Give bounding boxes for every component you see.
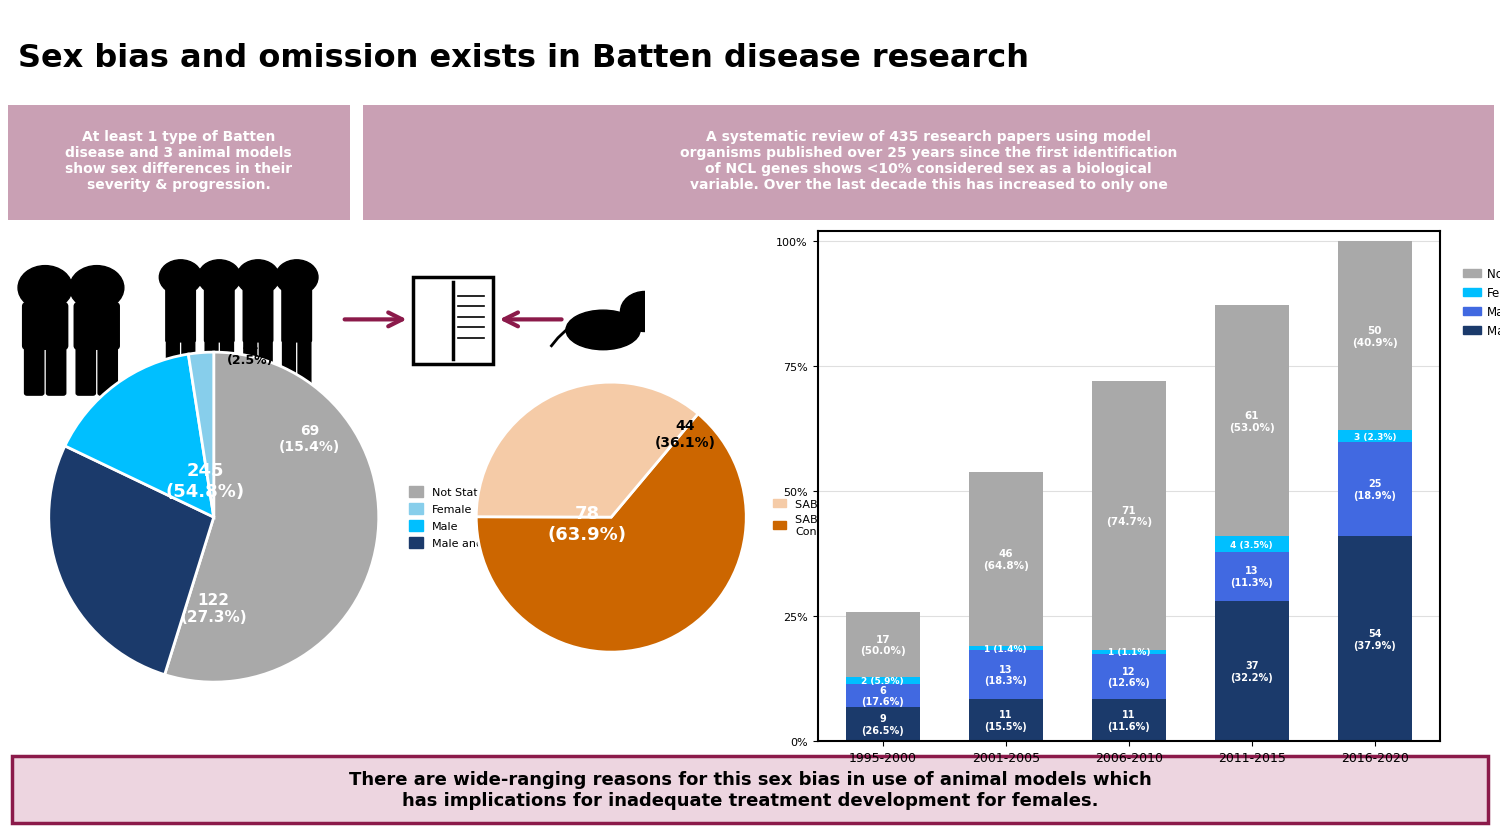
Circle shape: [198, 261, 240, 296]
Legend: SABV Considered, SABV not
Considered: SABV Considered, SABV not Considered: [768, 494, 896, 541]
Text: 6
(17.6%): 6 (17.6%): [861, 685, 904, 706]
Text: 71
(74.7%): 71 (74.7%): [1106, 505, 1152, 527]
Text: ▲UCL: ▲UCL: [1376, 36, 1466, 65]
FancyBboxPatch shape: [12, 757, 1488, 823]
Text: 4 (3.5%): 4 (3.5%): [1230, 540, 1274, 549]
Legend: Not Stated, Female, Male, Male and Female: Not Stated, Female, Male, Male and Femal…: [1458, 263, 1500, 342]
Bar: [1215, 552, 1288, 601]
Text: 61
(53.0%): 61 (53.0%): [1228, 411, 1275, 432]
FancyBboxPatch shape: [363, 106, 1494, 220]
Ellipse shape: [566, 310, 640, 350]
Text: (2.5%): (2.5%): [216, 442, 261, 456]
Bar: [846, 684, 920, 707]
FancyBboxPatch shape: [297, 339, 312, 395]
Text: 245
(54.8%): 245 (54.8%): [166, 462, 244, 501]
Bar: [1338, 537, 1412, 741]
Circle shape: [276, 261, 318, 296]
Bar: [1092, 650, 1166, 654]
FancyBboxPatch shape: [280, 289, 312, 343]
FancyBboxPatch shape: [166, 339, 180, 395]
FancyBboxPatch shape: [46, 344, 66, 397]
FancyBboxPatch shape: [24, 344, 45, 397]
Text: 25
(18.9%): 25 (18.9%): [1353, 479, 1396, 500]
FancyArrowPatch shape: [504, 313, 561, 327]
FancyBboxPatch shape: [220, 339, 234, 395]
Bar: [846, 676, 920, 684]
Bar: [1215, 601, 1288, 741]
Text: There are wide-ranging reasons for this sex bias in use of animal models which
h: There are wide-ranging reasons for this …: [348, 771, 1152, 809]
Bar: [1215, 537, 1288, 552]
Text: 1 (1.4%): 1 (1.4%): [984, 644, 1028, 653]
FancyBboxPatch shape: [165, 289, 196, 343]
Bar: [846, 707, 920, 741]
Text: 11
(11.6%): 11 (11.6%): [1107, 710, 1150, 731]
FancyBboxPatch shape: [8, 106, 350, 220]
FancyBboxPatch shape: [413, 278, 494, 365]
Bar: [1092, 700, 1166, 741]
Text: At least 1 type of Batten
disease and 3 animal models
show sex differences in th: At least 1 type of Batten disease and 3 …: [64, 129, 292, 192]
Wedge shape: [50, 446, 214, 675]
FancyBboxPatch shape: [75, 344, 96, 397]
Text: 122
(27.3%): 122 (27.3%): [180, 592, 248, 624]
Bar: [1338, 442, 1412, 537]
Text: 2 (5.9%): 2 (5.9%): [861, 676, 904, 685]
Text: 54
(37.9%): 54 (37.9%): [1353, 628, 1396, 650]
FancyBboxPatch shape: [74, 302, 120, 350]
Bar: [1215, 306, 1288, 537]
FancyBboxPatch shape: [243, 339, 258, 395]
Text: 78
(63.9%): 78 (63.9%): [548, 505, 627, 544]
Bar: [846, 613, 920, 676]
FancyArrowPatch shape: [345, 313, 402, 327]
Circle shape: [69, 267, 124, 310]
Text: 9
(26.5%): 9 (26.5%): [861, 713, 904, 734]
Text: 13
(11.3%): 13 (11.3%): [1230, 566, 1274, 587]
FancyBboxPatch shape: [258, 339, 273, 395]
Circle shape: [650, 283, 672, 302]
Wedge shape: [477, 383, 698, 518]
FancyBboxPatch shape: [282, 339, 296, 395]
Bar: [1338, 242, 1412, 431]
Bar: [969, 700, 1042, 741]
Bar: [1092, 382, 1166, 650]
FancyBboxPatch shape: [98, 344, 118, 397]
Text: 3 (2.3%): 3 (2.3%): [1353, 432, 1396, 441]
Text: 1 (1.1%): 1 (1.1%): [1107, 647, 1150, 657]
Bar: [969, 473, 1042, 647]
Text: Sex bias and omission exists in Batten disease research: Sex bias and omission exists in Batten d…: [18, 43, 1029, 74]
Bar: [969, 647, 1042, 650]
Text: 12
(12.6%): 12 (12.6%): [1107, 666, 1150, 687]
FancyBboxPatch shape: [204, 289, 236, 343]
Text: 69
(15.4%): 69 (15.4%): [279, 423, 340, 454]
Text: 50
(40.9%): 50 (40.9%): [1352, 325, 1398, 347]
Text: 44
(36.1%): 44 (36.1%): [656, 419, 716, 449]
Bar: [1338, 431, 1412, 442]
Bar: [969, 650, 1042, 700]
Text: 37
(32.2%): 37 (32.2%): [1230, 660, 1274, 682]
Text: 11
(2.5%): 11 (2.5%): [226, 339, 273, 367]
Circle shape: [18, 267, 72, 310]
Text: 11
(15.5%): 11 (15.5%): [984, 710, 1028, 731]
Circle shape: [621, 292, 669, 332]
Wedge shape: [64, 354, 214, 518]
Bar: [1092, 654, 1166, 700]
Wedge shape: [477, 414, 746, 652]
Text: 11: 11: [226, 411, 251, 429]
Wedge shape: [189, 353, 214, 518]
Legend: Not Stated, Female, Male, Male and Female: Not Stated, Female, Male, Male and Femal…: [405, 482, 531, 553]
Text: 13
(18.3%): 13 (18.3%): [984, 664, 1028, 686]
Wedge shape: [165, 353, 378, 682]
FancyBboxPatch shape: [243, 289, 273, 343]
Circle shape: [237, 261, 279, 296]
Text: A systematic review of 435 research papers using model
organisms published over : A systematic review of 435 research pape…: [680, 129, 1178, 192]
Text: 46
(64.8%): 46 (64.8%): [982, 549, 1029, 570]
FancyBboxPatch shape: [204, 339, 219, 395]
FancyBboxPatch shape: [22, 302, 69, 350]
FancyBboxPatch shape: [182, 339, 195, 395]
Text: 17
(50.0%): 17 (50.0%): [859, 633, 906, 656]
Circle shape: [159, 261, 203, 296]
